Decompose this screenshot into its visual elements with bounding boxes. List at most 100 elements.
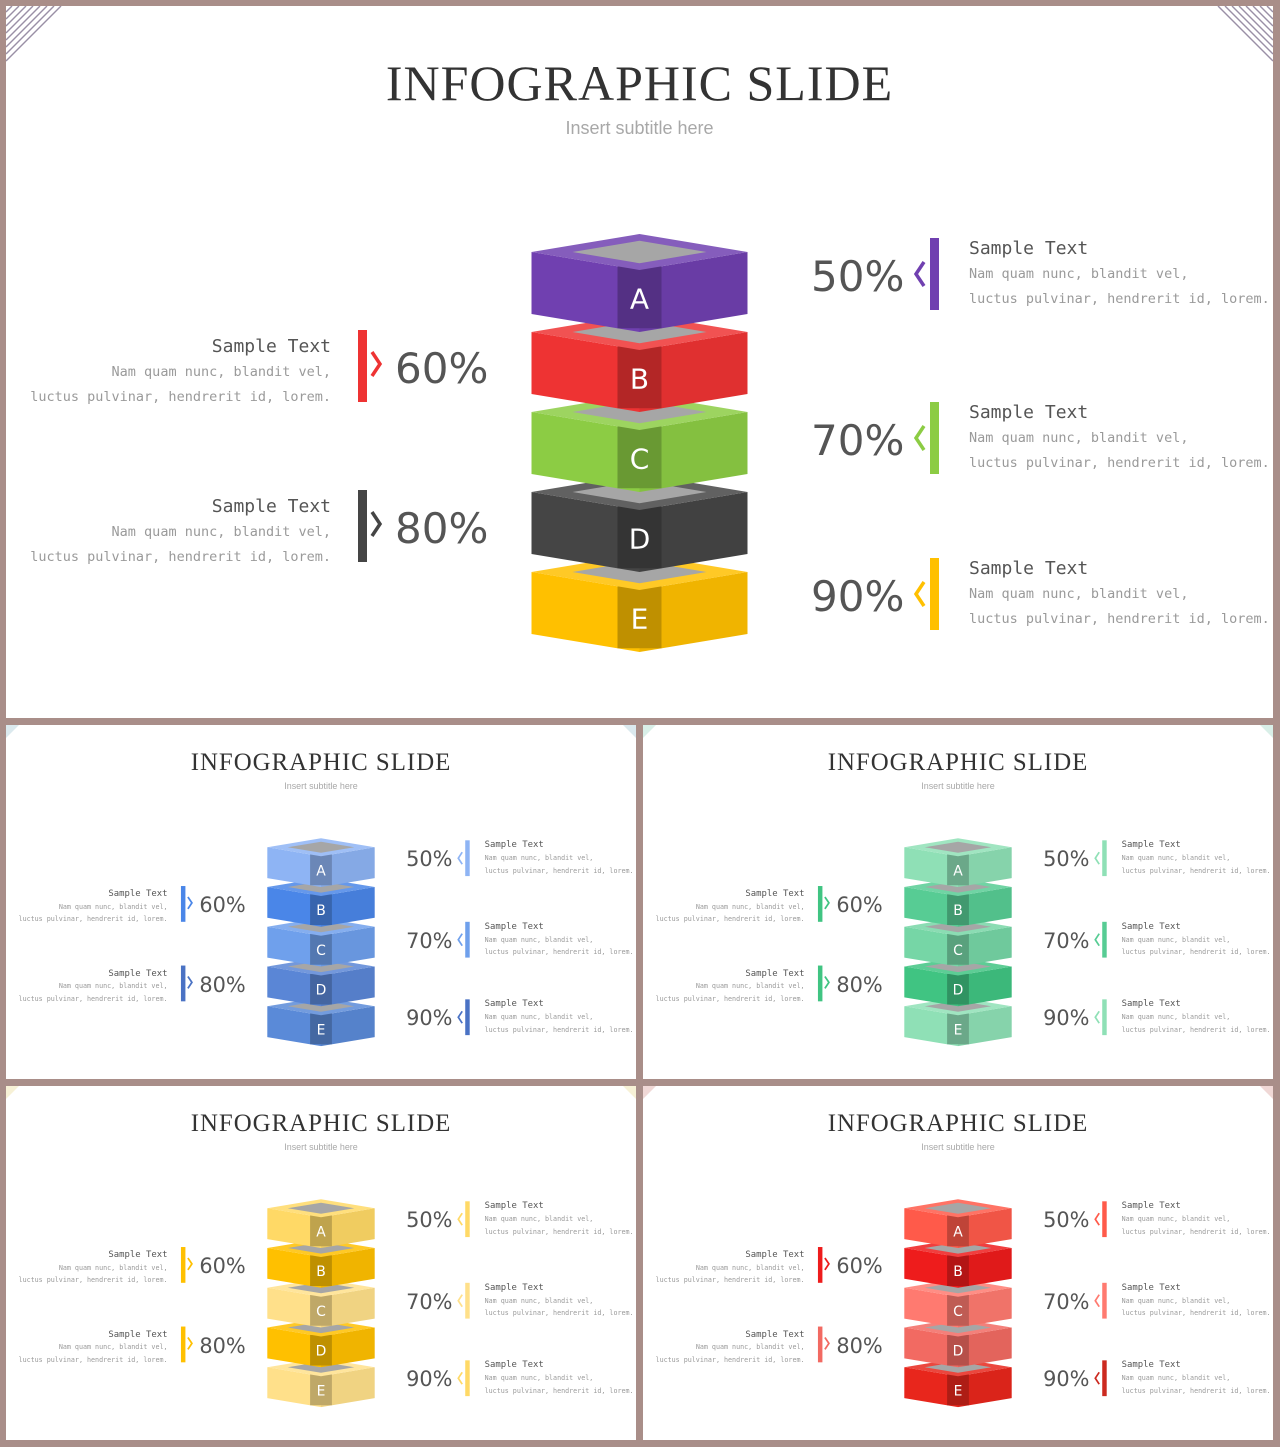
block-d: D bbox=[267, 957, 375, 1007]
block-c: C bbox=[904, 1278, 1012, 1328]
block-letter-b: B bbox=[316, 903, 326, 919]
item-heading: Sample Text bbox=[969, 402, 1089, 423]
item-line: luctus pulvinar, hendrerit id, lorem. bbox=[18, 994, 168, 1003]
item-heading: Sample Text bbox=[108, 1329, 168, 1340]
block-letter-b: B bbox=[953, 903, 963, 919]
slide-main: E D C B A INFOGRAPHIC SLIDE Insert subtitle he… bbox=[6, 6, 1273, 718]
item-line: Nam quam nunc, blandit vel, bbox=[1121, 1013, 1231, 1022]
block-letter-d: D bbox=[316, 1344, 327, 1360]
slide-art: E D C B A bbox=[643, 1086, 1273, 1408]
chevron-left-icon bbox=[457, 851, 463, 865]
block-letter-e: E bbox=[631, 602, 649, 635]
block-letter-d: D bbox=[629, 522, 651, 555]
chevron-left-icon bbox=[913, 581, 926, 607]
chevron-right-icon bbox=[824, 1257, 830, 1271]
block-e: E bbox=[267, 997, 375, 1047]
right-item-text: Sample Text Nam quam nunc, blandit vel, lu… bbox=[969, 400, 1270, 476]
left-item-text: Sample Text Nam quam nunc, blandit vel, lu… bbox=[656, 1329, 805, 1367]
right-bar bbox=[930, 238, 939, 310]
block-letter-b: B bbox=[953, 1264, 963, 1280]
left-percent: 80% bbox=[199, 1333, 246, 1358]
chevron-left-icon bbox=[457, 1371, 463, 1385]
block-letter-b: B bbox=[316, 1264, 326, 1280]
item-line: luctus pulvinar, hendrerit id, lorem. bbox=[1121, 948, 1271, 957]
item-heading: Sample Text bbox=[1121, 921, 1181, 932]
right-item-text: Sample Text Nam quam nunc, blandit vel, lu… bbox=[1122, 1282, 1271, 1320]
item-line: Nam quam nunc, blandit vel, bbox=[1121, 854, 1231, 863]
item-line: Nam quam nunc, blandit vel, bbox=[695, 902, 805, 911]
right-item-text: Sample Text Nam quam nunc, blandit vel, lu… bbox=[485, 1200, 634, 1238]
left-item-text: Sample Text Nam quam nunc, blandit vel, lu… bbox=[30, 494, 331, 570]
block-a: A bbox=[904, 1199, 1012, 1248]
left-item-text: Sample Text Nam quam nunc, blandit vel, lu… bbox=[30, 334, 331, 410]
item-heading: Sample Text bbox=[745, 1250, 805, 1261]
chevron-right-icon bbox=[824, 976, 830, 989]
item-line: Nam quam nunc, blandit vel, bbox=[969, 430, 1189, 446]
right-percent: 70% bbox=[811, 416, 905, 465]
right-item-text: Sample Text Nam quam nunc, blandit vel, lu… bbox=[1122, 1200, 1271, 1238]
item-heading: Sample Text bbox=[969, 238, 1089, 259]
item-line: Nam quam nunc, blandit vel, bbox=[484, 935, 594, 944]
block-letter-c: C bbox=[953, 1304, 963, 1320]
block-b: B bbox=[267, 1239, 375, 1288]
slide-subtitle: Insert subtitle here bbox=[565, 118, 714, 138]
block-letter-d: D bbox=[316, 983, 327, 999]
corner-stripes-left bbox=[6, 6, 62, 62]
item-heading: Sample Text bbox=[484, 1282, 544, 1293]
item-line: luctus pulvinar, hendrerit id, lorem. bbox=[18, 1355, 168, 1364]
block-a: A bbox=[267, 838, 375, 887]
left-item-text: Sample Text Nam quam nunc, blandit vel, lu… bbox=[19, 1249, 168, 1287]
left-percent: 80% bbox=[199, 972, 246, 997]
corner-triangle-right bbox=[623, 725, 636, 738]
item-line: luctus pulvinar, hendrerit id, lorem. bbox=[1121, 1227, 1271, 1236]
right-bar bbox=[930, 558, 939, 630]
item-heading: Sample Text bbox=[211, 496, 331, 517]
right-item-text: Sample Text Nam quam nunc, blandit vel, lu… bbox=[969, 556, 1270, 632]
chevron-left-icon bbox=[1094, 1294, 1100, 1308]
chevron-right-icon bbox=[187, 1337, 193, 1350]
item-line: luctus pulvinar, hendrerit id, lorem. bbox=[18, 915, 168, 924]
right-percent: 50% bbox=[811, 252, 905, 301]
item-line: Nam quam nunc, blandit vel, bbox=[484, 1296, 594, 1305]
item-line: Nam quam nunc, blandit vel, bbox=[1121, 1215, 1231, 1224]
right-bar bbox=[465, 1282, 470, 1319]
left-percent: 60% bbox=[199, 892, 246, 917]
item-line: Nam quam nunc, blandit vel, bbox=[1121, 935, 1231, 944]
block-b: B bbox=[267, 878, 375, 927]
corner-triangle-right bbox=[623, 1086, 636, 1099]
right-item-text: Sample Text Nam quam nunc, blandit vel, lu… bbox=[1122, 839, 1271, 877]
block-letter-a: A bbox=[953, 1224, 963, 1240]
item-line: luctus pulvinar, hendrerit id, lorem. bbox=[484, 1309, 634, 1318]
block-letter-e: E bbox=[317, 1022, 326, 1038]
block-a: A bbox=[904, 838, 1012, 887]
item-line: luctus pulvinar, hendrerit id, lorem. bbox=[1121, 1309, 1271, 1318]
left-percent: 60% bbox=[199, 1253, 246, 1278]
left-item-text: Sample Text Nam quam nunc, blandit vel, lu… bbox=[656, 968, 805, 1006]
left-bar bbox=[180, 1247, 186, 1283]
slide-subtitle: Insert subtitle here bbox=[284, 1141, 358, 1152]
chevron-right-icon bbox=[187, 976, 193, 989]
block-c: C bbox=[267, 917, 375, 967]
left-bar bbox=[817, 1326, 823, 1363]
right-percent: 50% bbox=[406, 1208, 453, 1233]
item-line: Nam quam nunc, blandit vel, bbox=[484, 1374, 594, 1383]
slide-title: INFOGRAPHIC SLIDE bbox=[190, 748, 452, 776]
item-heading: Sample Text bbox=[969, 558, 1089, 579]
right-item-text: Sample Text Nam quam nunc, blandit vel, lu… bbox=[1122, 1359, 1271, 1397]
item-heading: Sample Text bbox=[484, 1201, 544, 1212]
block-letter-b: B bbox=[630, 362, 649, 395]
chevron-left-icon bbox=[1094, 1371, 1100, 1385]
right-bar bbox=[1102, 840, 1107, 877]
block-letter-c: C bbox=[316, 943, 326, 959]
right-item-text: Sample Text Nam quam nunc, blandit vel, lu… bbox=[1122, 921, 1271, 959]
right-bar bbox=[1102, 999, 1107, 1036]
right-item-text: Sample Text Nam quam nunc, blandit vel, lu… bbox=[485, 839, 634, 877]
right-bar bbox=[465, 999, 470, 1036]
corner-triangle-right bbox=[1260, 1086, 1273, 1099]
left-item-text: Sample Text Nam quam nunc, blandit vel, lu… bbox=[656, 888, 805, 926]
item-line: Nam quam nunc, blandit vel, bbox=[969, 266, 1189, 282]
right-bar bbox=[465, 1201, 470, 1238]
corner-triangle-left bbox=[643, 725, 656, 738]
block-b: B bbox=[904, 1239, 1012, 1288]
right-bar bbox=[465, 1360, 470, 1397]
